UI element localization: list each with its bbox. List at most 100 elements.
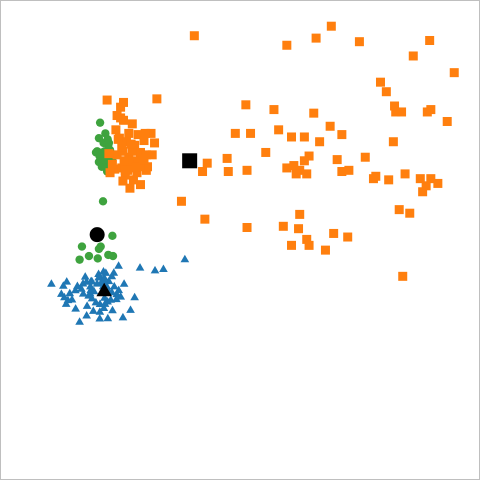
point-square-s2-76 [135, 147, 145, 157]
point-square-s2-42 [287, 132, 297, 142]
point-triangle-s0-61 [150, 265, 160, 274]
point-triangle-s0-6 [101, 268, 111, 276]
point-triangle-s0-10 [78, 278, 88, 287]
point-square-s2-57 [329, 228, 339, 238]
point-square-s2-88 [125, 183, 135, 193]
point-square-s2-81 [147, 150, 157, 160]
point-square-s2-1 [282, 40, 292, 50]
point-square-s2-62 [320, 245, 330, 255]
point-triangle-s0-62 [159, 264, 168, 273]
point-triangle-s0-64 [103, 313, 113, 322]
point-square-s2-6 [425, 35, 435, 45]
point-circle-s1-29 [77, 242, 87, 251]
point-square-s2-27 [360, 152, 370, 162]
point-square-s2-46 [202, 158, 212, 168]
point-square-s2-53 [295, 209, 305, 219]
point-square-s2-21 [299, 132, 309, 142]
point-square-s2-96 [121, 137, 131, 147]
point-square-s2-51 [176, 196, 186, 206]
point-triangle-s0-65 [95, 313, 105, 322]
point-triangle-s0-37 [86, 281, 95, 290]
point-square-s2-59 [242, 222, 252, 232]
point-triangle-s0-43 [65, 288, 75, 297]
point-triangle-s0-8 [114, 261, 123, 269]
point-square-s2-45 [261, 147, 271, 157]
point-square-s2-19 [325, 121, 335, 131]
point-square-s2-79 [139, 136, 149, 146]
point-square-s2-8 [375, 77, 385, 87]
point-square-s2-32 [282, 163, 292, 173]
point-square-s2-22 [337, 130, 347, 140]
point-square-s2-25 [304, 151, 314, 161]
point-square-s2-38 [400, 169, 410, 179]
point-square-s2-47 [222, 153, 232, 163]
point-square-s2-113 [113, 134, 123, 144]
point-square-s2-26 [332, 155, 342, 165]
point-square-s2-24 [388, 137, 398, 147]
point-triangle-s0-57 [130, 292, 139, 301]
point-square-s2-4 [354, 37, 364, 47]
point-square-s2-103 [119, 156, 129, 166]
point-square-s2-89 [120, 170, 130, 180]
point-triangle-s0-51 [75, 317, 84, 325]
data-points [47, 21, 459, 325]
point-square-s2-68 [398, 271, 408, 281]
point-square-s2-63 [405, 208, 415, 218]
point-square-s2-105 [119, 97, 129, 107]
point-square-s2-49 [198, 167, 208, 177]
point-square-s2-23 [315, 137, 325, 147]
point-triangle-s0-47 [47, 279, 56, 287]
point-square-s2-109 [140, 128, 150, 138]
centroid-circle-s4-0 [89, 227, 105, 243]
point-square-s2-11 [391, 107, 401, 117]
point-square-s2-10 [390, 101, 400, 111]
point-square-s2-101 [118, 176, 128, 186]
point-triangle-s0-14 [78, 289, 88, 297]
point-triangle-s0-69 [89, 286, 99, 295]
point-square-s2-115 [135, 162, 145, 172]
point-square-s2-111 [131, 162, 141, 172]
point-square-s2-52 [200, 214, 210, 224]
point-square-s2-61 [304, 240, 314, 250]
point-square-s2-54 [278, 221, 288, 231]
point-square-s2-18 [309, 108, 319, 118]
point-square-s2-110 [143, 162, 153, 172]
point-square-s2-80 [150, 138, 160, 148]
point-square-s2-17 [269, 105, 279, 115]
point-square-s2-118 [117, 142, 127, 152]
point-square-s2-7 [449, 68, 459, 78]
point-square-s2-44 [246, 128, 256, 138]
point-triangle-s0-60 [135, 263, 145, 271]
point-circle-s1-28 [104, 250, 113, 260]
point-triangle-s0-53 [84, 291, 93, 299]
point-circle-s1-27 [94, 244, 104, 254]
point-triangle-s0-45 [59, 281, 68, 289]
point-triangle-s0-67 [108, 305, 117, 314]
point-square-s2-82 [131, 156, 141, 166]
point-square-s2-84 [132, 168, 142, 178]
point-triangle-s0-59 [118, 312, 128, 321]
point-square-s2-99 [127, 146, 137, 156]
point-square-s2-94 [105, 168, 115, 178]
point-square-s2-2 [311, 33, 321, 43]
point-triangle-s0-68 [87, 277, 97, 285]
point-square-s2-36 [371, 171, 381, 181]
point-square-s2-117 [126, 139, 136, 149]
point-circle-s1-23 [98, 197, 108, 206]
point-square-s2-75 [111, 125, 121, 135]
point-triangle-s0-34 [107, 271, 117, 280]
point-square-s2-69 [116, 102, 126, 112]
point-circle-s1-18 [101, 129, 110, 138]
point-square-s2-58 [343, 232, 353, 242]
point-square-s2-43 [230, 128, 240, 138]
point-square-s2-50 [223, 167, 233, 177]
point-square-s2-65 [433, 178, 443, 188]
point-square-s2-14 [426, 105, 436, 115]
point-triangle-s0-48 [61, 299, 71, 307]
point-triangle-s0-55 [116, 292, 126, 300]
point-square-s2-37 [384, 175, 394, 185]
point-square-s2-91 [112, 150, 122, 160]
point-circle-s1-34 [95, 151, 104, 161]
